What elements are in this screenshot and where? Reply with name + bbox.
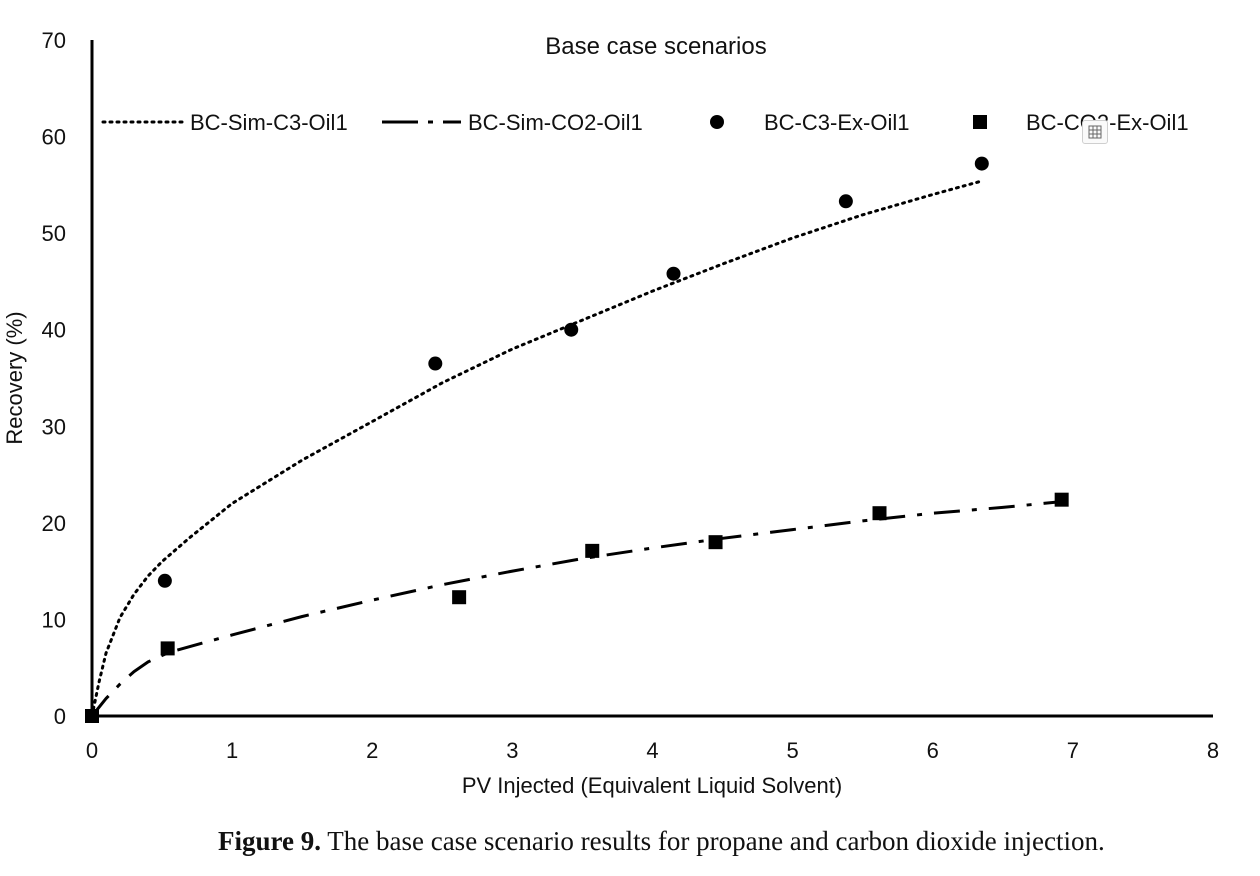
legend: BC-Sim-C3-Oil1 BC-Sim-CO2-Oil1 BC-C3-Ex-Oi…: [101, 110, 1189, 135]
y-tick-labels: 0 10 20 30 40 50 60 70: [42, 28, 66, 729]
series-line-BC-Sim-CO2-Oil1: [90, 500, 1062, 717]
y-tick-label: 0: [54, 704, 66, 729]
data-point-square: [85, 709, 99, 723]
legend-label: BC-C3-Ex-Oil1: [764, 110, 909, 135]
axes: [90, 40, 1213, 718]
legend-marker-square: [973, 115, 987, 129]
data-point-circle: [564, 322, 579, 337]
figure-caption-text: The base case scenario results for propa…: [321, 826, 1105, 856]
y-axis-label: Recovery (%): [2, 311, 27, 444]
y-tick-label: 50: [42, 221, 66, 246]
x-axis-label: PV Injected (Equivalent Liquid Solvent): [462, 773, 842, 798]
legend-marker-circle: [710, 115, 724, 129]
figure-caption-label: Figure 9.: [218, 826, 321, 856]
x-tick-label: 5: [787, 738, 799, 763]
data-point-square: [160, 641, 175, 656]
x-tick-label: 8: [1207, 738, 1219, 763]
table-grid-icon[interactable]: [1082, 120, 1108, 144]
figure-caption: Figure 9. The base case scenario results…: [218, 826, 1105, 857]
y-tick-label: 40: [42, 318, 66, 343]
data-point-square: [585, 543, 600, 558]
data-point-square: [452, 590, 467, 605]
data-point-circle: [428, 356, 443, 371]
legend-label: BC-Sim-C3-Oil1: [190, 110, 348, 135]
data-point-circle: [157, 573, 172, 588]
y-tick-label: 60: [42, 125, 66, 150]
series-line-BC-Sim-C3-Oil1: [90, 179, 984, 718]
x-tick-label: 3: [506, 738, 518, 763]
x-tick-label: 2: [366, 738, 378, 763]
data-point-square: [872, 506, 887, 521]
series-lines: [90, 179, 1062, 718]
data-point-circle: [838, 194, 853, 209]
data-point-circle: [974, 156, 989, 171]
x-tick-label: 7: [1067, 738, 1079, 763]
data-point-square: [1054, 492, 1069, 507]
x-tick-label: 4: [646, 738, 658, 763]
x-tick-label: 1: [226, 738, 238, 763]
y-tick-label: 30: [42, 414, 66, 439]
series-markers: [85, 156, 1069, 723]
chart-title: Base case scenarios: [545, 33, 766, 60]
data-point-square: [708, 535, 723, 550]
x-tick-label: 6: [927, 738, 939, 763]
x-tick-label: 0: [86, 738, 98, 763]
data-point-circle: [666, 266, 681, 281]
chart: 0 10 20 30 40 50 60 70 0 1 2 3 4 5 6 7 8 BC-Sim-C3-Oil1…: [2, 28, 1219, 798]
y-tick-label: 10: [42, 607, 66, 632]
legend-label: BC-Sim-CO2-Oil1: [468, 110, 643, 135]
y-tick-label: 70: [42, 28, 66, 53]
x-tick-labels: 0 1 2 3 4 5 6 7 8: [86, 738, 1219, 763]
y-tick-label: 20: [42, 511, 66, 536]
